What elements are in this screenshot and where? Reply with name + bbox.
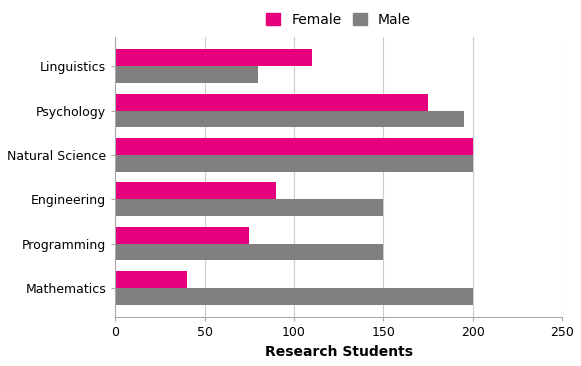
- Legend: Female, Male: Female, Male: [261, 7, 417, 32]
- Bar: [115, 271, 187, 288]
- Bar: [115, 199, 383, 216]
- Bar: [115, 243, 383, 260]
- Bar: [115, 138, 473, 155]
- Bar: [115, 288, 473, 305]
- Bar: [115, 66, 258, 83]
- Bar: [115, 49, 312, 66]
- X-axis label: Research Students: Research Students: [264, 345, 413, 359]
- Bar: [115, 111, 464, 127]
- Bar: [115, 94, 428, 111]
- Bar: [115, 227, 249, 243]
- Bar: [115, 155, 473, 172]
- Bar: [115, 182, 276, 199]
